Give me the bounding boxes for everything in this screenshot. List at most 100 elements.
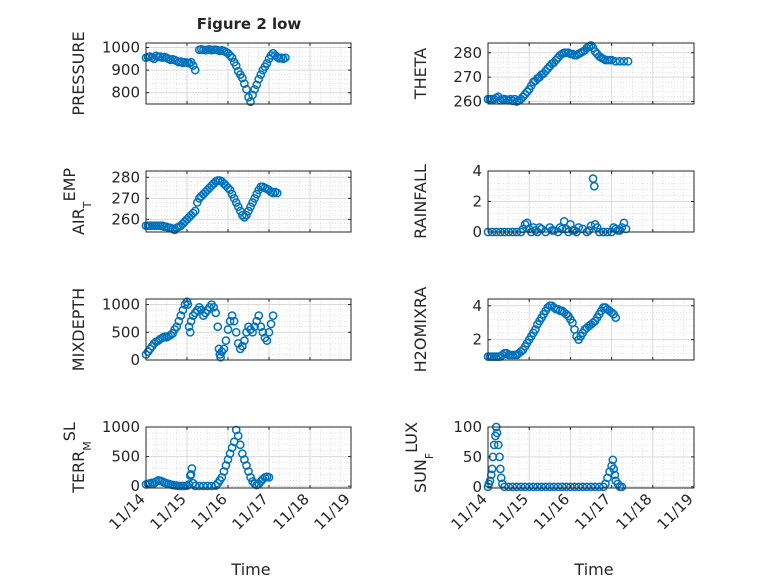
y-tick-label: 0 xyxy=(472,223,482,241)
data-point xyxy=(256,322,266,332)
data-point xyxy=(227,189,237,199)
data-point xyxy=(188,61,198,70)
subplot-1: 800 900 1000 PRESSURE xyxy=(69,31,352,116)
data-point xyxy=(609,464,619,474)
data-point xyxy=(254,311,264,320)
data-point xyxy=(268,311,278,320)
y-tick-label: 500 xyxy=(111,323,140,341)
data-point xyxy=(229,316,239,326)
data-point xyxy=(229,193,239,203)
x-tick-label: 11/18 xyxy=(270,490,313,533)
x-tick-label: 11/17 xyxy=(571,490,614,533)
y-axis-label: TERRMSL xyxy=(60,422,94,494)
data-point xyxy=(592,223,602,232)
data-point xyxy=(262,58,272,68)
subplot-2: 260 270 280 THETA xyxy=(411,41,695,111)
data-point xyxy=(615,56,625,66)
data-point xyxy=(496,464,505,474)
data-point xyxy=(216,352,225,362)
data-point xyxy=(240,79,249,89)
data-point xyxy=(566,482,575,492)
data-point xyxy=(582,482,592,492)
y-tick-label: 800 xyxy=(111,84,140,102)
data-point xyxy=(500,482,509,492)
data-point xyxy=(619,56,629,66)
data-point xyxy=(225,51,235,60)
y-tick-label: 2 xyxy=(472,331,482,349)
x-tick-label: 11/19 xyxy=(311,490,354,533)
data-point xyxy=(589,181,599,191)
data-point xyxy=(608,455,618,465)
data-point xyxy=(590,482,600,492)
data-point xyxy=(252,189,262,199)
data-point xyxy=(537,482,546,492)
data-point xyxy=(213,322,223,332)
data-point xyxy=(223,325,233,334)
data-point xyxy=(510,94,520,104)
data-point xyxy=(211,481,221,490)
data-point xyxy=(242,210,251,220)
data-point xyxy=(496,473,506,483)
subplot-4: 0 2 4 RAINFALL xyxy=(411,162,695,241)
data-point xyxy=(244,206,253,216)
data-point xyxy=(192,198,202,207)
data-point xyxy=(531,325,540,334)
data-point xyxy=(250,322,259,332)
data-point xyxy=(516,347,526,356)
data-point xyxy=(533,482,542,492)
y-tick-label: 100 xyxy=(453,418,482,436)
y-tick-label: 260 xyxy=(111,210,140,228)
data-point xyxy=(557,482,567,492)
data-point xyxy=(238,210,247,220)
data-point xyxy=(190,65,200,75)
y-tick-label: 0 xyxy=(130,351,140,369)
data-point xyxy=(623,56,633,66)
data-point xyxy=(543,303,553,312)
y-tick-label: 260 xyxy=(453,93,482,111)
y-axis-label: H2OMIXRA xyxy=(411,287,430,373)
data-point xyxy=(178,305,188,315)
data-point xyxy=(186,470,196,479)
data-point xyxy=(524,482,534,492)
data-point xyxy=(586,482,596,492)
data-point xyxy=(240,336,249,345)
data-point xyxy=(187,464,197,473)
data-point xyxy=(221,336,231,345)
axes-box xyxy=(487,42,695,105)
data-point xyxy=(235,206,245,216)
data-point xyxy=(561,482,571,492)
y-tick-label: 900 xyxy=(111,61,140,79)
data-point xyxy=(199,481,208,491)
data-point xyxy=(231,61,241,70)
data-point xyxy=(172,322,182,332)
data-point xyxy=(561,309,571,319)
y-axis-label: SUNFLUX xyxy=(402,422,436,493)
data-point xyxy=(176,311,186,320)
data-point xyxy=(194,481,204,491)
y-axis-label: MIXDEPTH xyxy=(69,288,88,371)
data-point xyxy=(535,223,544,232)
x-tick-label: 11/17 xyxy=(229,490,272,533)
data-point xyxy=(518,224,528,234)
axes-box xyxy=(145,42,352,105)
y-tick-label: 280 xyxy=(453,44,482,62)
axes-box xyxy=(487,426,695,489)
y-tick-label: 2 xyxy=(472,193,482,211)
x-tick-label: 11/18 xyxy=(612,490,655,533)
data-point xyxy=(498,350,507,360)
data-point xyxy=(250,193,259,203)
data-point xyxy=(184,322,194,332)
data-point xyxy=(489,440,499,450)
axes-box xyxy=(487,298,695,361)
data-point xyxy=(185,327,195,337)
data-point xyxy=(240,212,249,222)
data-point xyxy=(188,208,198,218)
data-point xyxy=(246,202,255,212)
data-point xyxy=(219,344,229,354)
data-point xyxy=(272,188,282,198)
data-point xyxy=(584,226,594,235)
data-point xyxy=(545,482,555,492)
data-point xyxy=(617,482,627,492)
